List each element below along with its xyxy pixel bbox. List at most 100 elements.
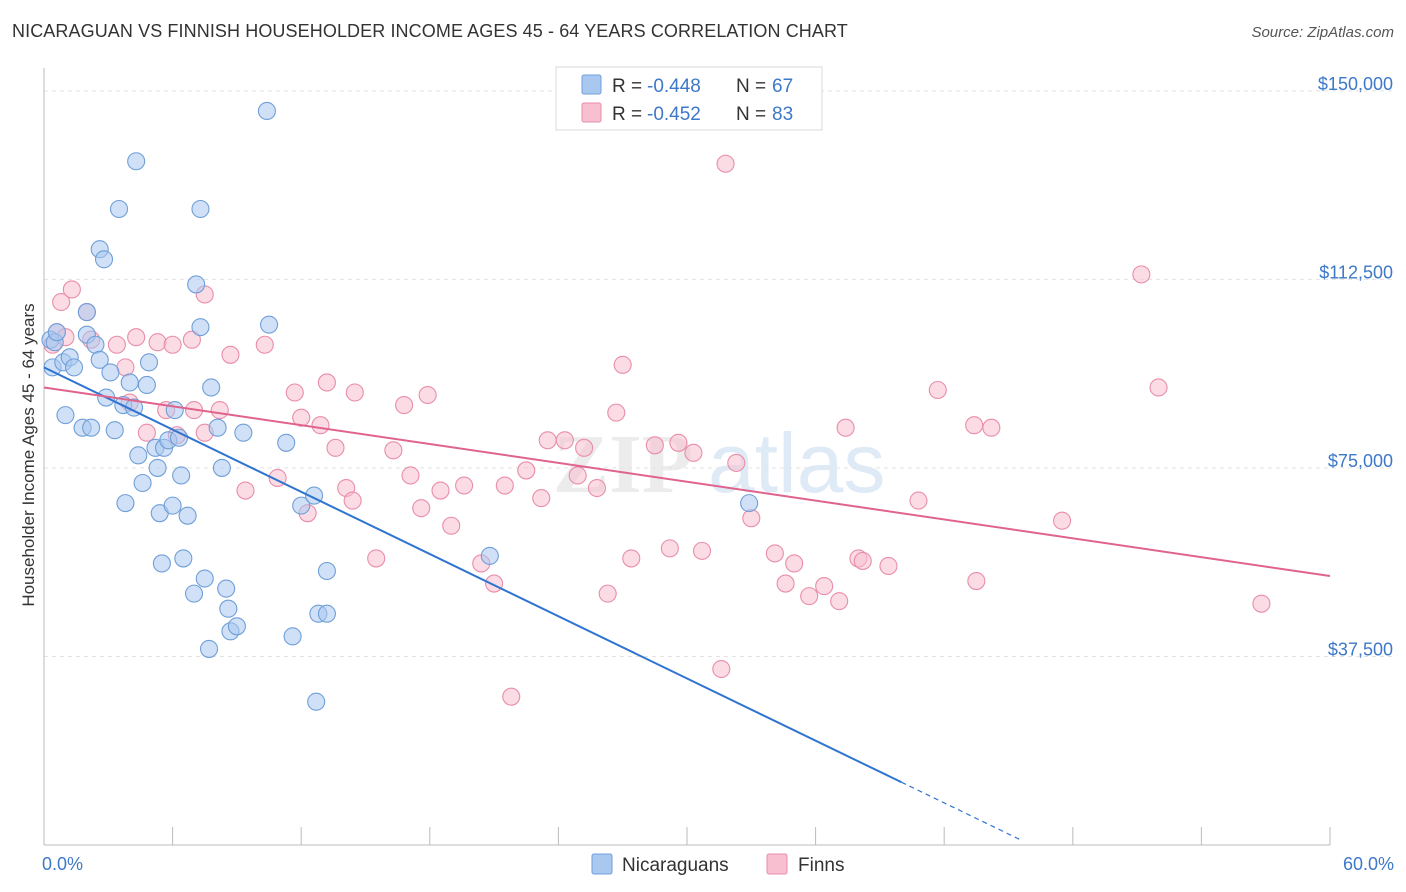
data-point [64,358,84,377]
legend-n-value: 67 [772,76,793,97]
data-point [401,466,420,485]
y-tick-labels: $37,500 $75,000 $112,500 $150,000 [1318,74,1393,660]
data-point [367,549,386,568]
data-point [195,569,214,588]
data-point [692,541,712,560]
data-point [345,383,364,402]
data-point [311,416,330,435]
trend-line-nicaraguans-extension [901,781,1020,840]
series-legend: Nicaraguans Finns [591,853,844,876]
data-point [82,418,101,437]
axes [43,68,1331,846]
gridlines [44,90,1395,657]
data-point [317,373,336,392]
y-axis-title: Householder Income Ages 45 - 64 years [19,303,38,606]
data-point [538,431,557,450]
data-point [187,275,206,294]
nicaraguans-points [41,101,759,711]
data-point [1252,594,1271,613]
legend-swatch-finns [766,853,788,875]
data-point [116,494,135,513]
data-point [879,556,898,576]
data-point [965,416,984,435]
data-point [172,466,191,485]
data-point [86,335,105,354]
x-tick-labels: 0.0% 60.0% [42,854,1394,874]
data-point [202,378,221,397]
data-point [622,549,641,568]
data-point [613,355,632,374]
data-point [485,574,504,593]
trend-line-finns [43,386,1331,578]
data-point [395,396,414,415]
data-point [317,604,336,623]
data-point [120,373,139,392]
data-point [1053,511,1072,530]
data-point [133,473,152,493]
data-point [317,561,336,581]
data-point [255,335,274,354]
data-point [127,328,146,347]
data-point [815,577,834,596]
data-point [587,478,607,498]
data-point [94,250,114,269]
source-label: Source: ZipAtlas.com [1251,24,1394,41]
data-point [532,489,551,508]
y-tick-label: $37,500 [1328,639,1393,659]
data-point [495,476,514,495]
data-point [830,592,849,611]
data-point [326,438,345,457]
data-point [257,101,276,121]
stats-legend: R = -0.448 N = 67 R = -0.452 N = 83 [555,66,823,131]
legend-swatch-finns [581,102,602,123]
data-point [716,154,735,173]
data-point [645,436,664,455]
data-point [109,199,129,219]
data-point [210,401,229,420]
data-point [116,358,135,377]
data-point [219,599,238,618]
watermark-zip: ZIP [553,418,693,511]
data-point [139,353,159,372]
data-point [129,446,148,465]
data-point [727,453,746,472]
data-point [107,335,126,354]
data-point [52,292,71,312]
data-point [208,418,227,437]
data-point [307,692,326,711]
data-point [148,333,167,352]
legend-r-label: R = [612,76,642,97]
legend-swatch-nicaraguans [581,74,602,95]
data-point [517,461,536,480]
data-point [191,199,210,219]
data-point [285,383,304,402]
data-point [343,491,362,510]
data-point [174,549,193,568]
chart-title: NICARAGUAN VS FINNISH HOUSEHOLDER INCOME… [12,21,848,41]
data-point [221,345,240,364]
legend-swatch-nicaraguans [591,853,613,875]
legend-label-finns: Finns [798,855,844,876]
data-point [412,499,431,518]
data-point [191,318,210,337]
data-point [1132,265,1151,284]
data-point [148,458,167,477]
trend-line-nicaraguans [43,366,902,784]
data-point [431,481,450,500]
data-point [234,423,253,442]
data-point [800,587,819,606]
data-point [836,418,855,437]
data-point [442,516,461,535]
data-point [217,579,236,598]
data-point [455,476,474,495]
legend-r-label: R = [612,104,642,125]
data-point [684,443,703,462]
data-point [418,385,437,405]
data-point [607,403,626,422]
y-tick-label: $75,000 [1328,451,1393,471]
data-point [765,544,784,563]
data-point [56,406,75,425]
x-tick-label: 60.0% [1343,854,1394,874]
data-point [101,363,120,382]
